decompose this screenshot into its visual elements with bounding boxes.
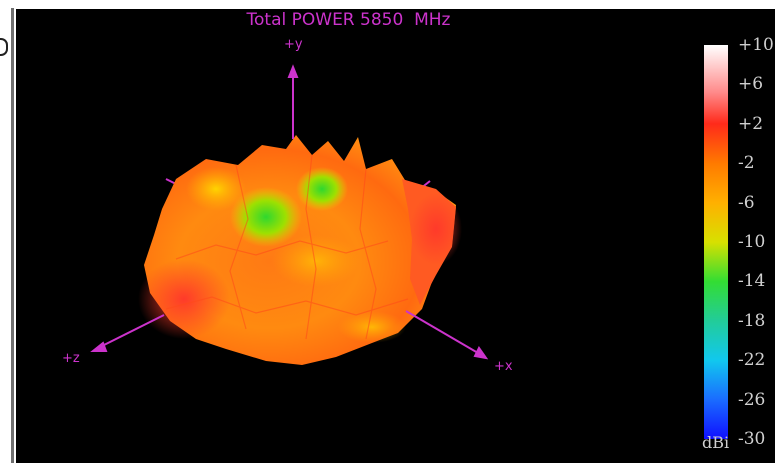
chart-title: Total POWER 5850 MHz: [246, 10, 451, 30]
colorbar-tick-label: -14: [738, 271, 766, 292]
colorbar-tick-label: +6: [738, 74, 764, 95]
axis-x-line: [405, 310, 479, 354]
colorbar-tick-label: +2: [738, 113, 764, 134]
pattern-hotspot-right: [410, 193, 462, 265]
colorbar-tick-label: -26: [738, 389, 766, 410]
pattern-lowgain-region-1: [230, 187, 302, 247]
axis-y-arrow: [287, 64, 299, 78]
colorbar: [704, 45, 728, 439]
plot-area[interactable]: Total POWER 5850 MHz +y +z +x +10 +6 +2 -2 -…: [16, 9, 775, 463]
colorbar-tick-label: -30: [738, 429, 766, 449]
pattern-yellow-region-3: [338, 311, 406, 343]
axis-z-line: [99, 314, 165, 348]
axis-z-arrow: [90, 341, 108, 352]
axis-x-arrow: [473, 346, 489, 360]
colorbar-tick-label: -10: [738, 232, 766, 252]
axis-z-label: +z: [62, 351, 80, 366]
pattern-lowgain-region-2: [296, 167, 348, 211]
axis-y-label: +y: [284, 37, 303, 52]
colorbar-tick-label: -22: [738, 350, 766, 371]
pattern-facets: [165, 154, 409, 340]
colorbar-unit-label: dBi: [702, 433, 730, 452]
pattern-yellow-region-2: [272, 235, 360, 287]
left-panel-border: [11, 8, 14, 463]
axis-x-label: +x: [494, 359, 513, 374]
pattern-yellow-region-1: [186, 167, 246, 211]
colorbar-tick-label: +10: [738, 35, 774, 55]
pattern-hotspot-left: [138, 259, 230, 339]
colorbar-tick-label: -6: [738, 192, 755, 213]
colorbar-tick-label: -18: [738, 310, 766, 331]
left-panel-edge-glyph: [0, 38, 8, 56]
colorbar-tick-label: -2: [738, 153, 755, 174]
pattern-canvas: [90, 64, 489, 365]
